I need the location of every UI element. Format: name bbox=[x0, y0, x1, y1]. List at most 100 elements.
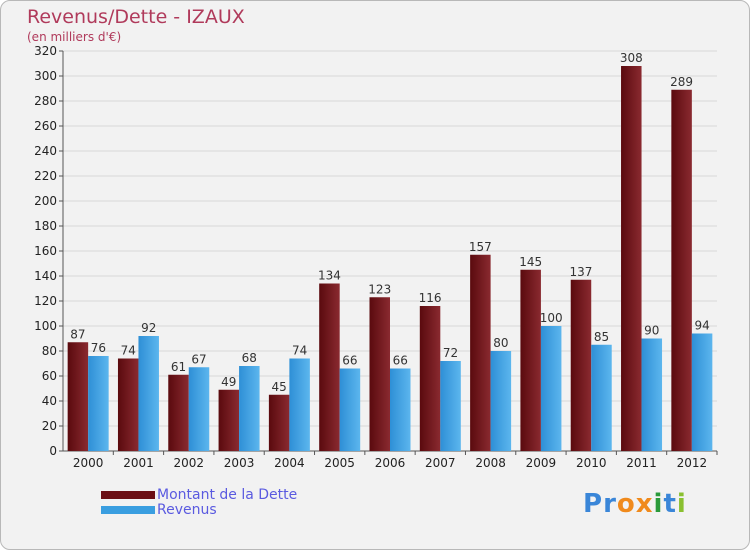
y-tick-label: 100 bbox=[34, 319, 57, 333]
bar-revenus-2005 bbox=[339, 368, 361, 451]
bar-dette-2000 bbox=[67, 342, 89, 451]
logo-letter: t bbox=[663, 489, 677, 519]
data-label-revenus-2006: 66 bbox=[393, 354, 408, 368]
y-tick-label: 300 bbox=[34, 69, 57, 83]
data-label-revenus-2004: 74 bbox=[292, 344, 307, 358]
bar-dette-2008 bbox=[470, 254, 491, 451]
bar-revenus-2006 bbox=[390, 368, 411, 451]
logo-letter: i bbox=[653, 489, 664, 519]
bar-dette-2003 bbox=[218, 389, 240, 451]
x-tick-label: 2008 bbox=[475, 456, 506, 470]
y-tick-label: 60 bbox=[42, 369, 57, 383]
data-label-dette-2004: 45 bbox=[271, 380, 286, 394]
data-label-revenus-2003: 68 bbox=[242, 351, 257, 365]
x-tick-label: 2007 bbox=[425, 456, 456, 470]
data-label-dette-2007: 116 bbox=[419, 291, 442, 305]
y-tick-label: 180 bbox=[34, 219, 57, 233]
x-tick-label: 2012 bbox=[677, 456, 708, 470]
data-label-dette-2011: 308 bbox=[620, 51, 643, 65]
legend-swatch-dette bbox=[101, 491, 155, 499]
bar-dette-2012 bbox=[671, 89, 692, 451]
bar-dette-2009 bbox=[520, 269, 541, 451]
logo-letter: r bbox=[603, 489, 617, 519]
data-label-dette-2008: 157 bbox=[469, 240, 492, 254]
data-label-dette-2000: 87 bbox=[70, 327, 85, 341]
bar-revenus-2007 bbox=[440, 361, 461, 451]
y-tick-label: 240 bbox=[34, 144, 57, 158]
bar-dette-2005 bbox=[319, 283, 340, 451]
data-label-dette-2009: 145 bbox=[519, 255, 542, 269]
legend-label-revenus: Revenus bbox=[157, 502, 217, 518]
data-label-revenus-2011: 90 bbox=[644, 324, 659, 338]
y-tick-label: 0 bbox=[49, 444, 57, 458]
bar-dette-2007 bbox=[419, 306, 441, 451]
data-label-revenus-2001: 92 bbox=[141, 321, 156, 335]
bar-revenus-2001 bbox=[138, 336, 159, 451]
y-tick-label: 140 bbox=[34, 269, 57, 283]
bar-revenus-2009 bbox=[540, 326, 562, 451]
x-tick-label: 2009 bbox=[526, 456, 557, 470]
bar-revenus-2011 bbox=[641, 338, 663, 451]
bar-dette-2001 bbox=[117, 358, 139, 451]
data-label-revenus-2002: 67 bbox=[191, 352, 206, 366]
y-tick-label: 160 bbox=[34, 244, 57, 258]
data-label-dette-2005: 134 bbox=[318, 269, 341, 283]
x-tick-label: 2005 bbox=[324, 456, 355, 470]
bar-dette-2004 bbox=[268, 394, 290, 451]
x-tick-label: 2001 bbox=[123, 456, 154, 470]
bar-revenus-2002 bbox=[188, 367, 210, 451]
x-tick-label: 2004 bbox=[274, 456, 305, 470]
legend-item-revenus: Revenus bbox=[101, 502, 217, 518]
data-label-revenus-2008: 80 bbox=[493, 336, 508, 350]
y-tick-label: 200 bbox=[34, 194, 57, 208]
bar-revenus-2010 bbox=[591, 344, 612, 451]
chart-subtitle: (en milliers d'€) bbox=[27, 30, 122, 44]
bar-revenus-2008 bbox=[490, 351, 512, 451]
data-label-revenus-2007: 72 bbox=[443, 346, 458, 360]
logo-letter: x bbox=[635, 489, 654, 519]
bar-revenus-2012 bbox=[691, 333, 713, 451]
bar-revenus-2000 bbox=[88, 356, 109, 451]
y-tick-label: 260 bbox=[34, 119, 57, 133]
data-label-dette-2012: 289 bbox=[670, 75, 693, 89]
data-label-dette-2006: 123 bbox=[368, 282, 391, 296]
y-tick-label: 320 bbox=[34, 44, 57, 58]
bar-revenus-2003 bbox=[239, 366, 260, 451]
bar-revenus-2004 bbox=[289, 358, 310, 451]
legend-swatch-revenus bbox=[101, 506, 155, 514]
proxiti-logo: Proxiti bbox=[583, 489, 687, 519]
bar-dette-2002 bbox=[168, 374, 189, 451]
x-tick-label: 2011 bbox=[626, 456, 657, 470]
y-tick-label: 120 bbox=[34, 294, 57, 308]
y-tick-label: 40 bbox=[42, 394, 57, 408]
data-label-revenus-2000: 76 bbox=[91, 341, 106, 355]
bar-dette-2010 bbox=[570, 279, 592, 451]
y-tick-label: 280 bbox=[34, 94, 57, 108]
x-tick-label: 2003 bbox=[224, 456, 255, 470]
x-tick-label: 2006 bbox=[375, 456, 406, 470]
bar-dette-2006 bbox=[369, 297, 390, 451]
legend-item-dette: Montant de la Dette bbox=[101, 487, 297, 503]
logo-letter: i bbox=[676, 489, 687, 519]
y-tick-label: 20 bbox=[42, 419, 57, 433]
data-label-revenus-2005: 66 bbox=[342, 354, 357, 368]
y-tick-label: 80 bbox=[42, 344, 57, 358]
logo-letter: P bbox=[583, 489, 604, 519]
y-tick-label: 220 bbox=[34, 169, 57, 183]
logo-letter: o bbox=[616, 489, 636, 519]
data-label-dette-2003: 49 bbox=[221, 375, 236, 389]
x-tick-label: 2010 bbox=[576, 456, 607, 470]
data-label-revenus-2012: 94 bbox=[694, 319, 709, 333]
data-label-dette-2001: 74 bbox=[121, 344, 136, 358]
bar-dette-2011 bbox=[621, 66, 642, 451]
x-tick-label: 2002 bbox=[173, 456, 204, 470]
x-tick-label: 2000 bbox=[73, 456, 104, 470]
chart-title: Revenus/Dette - IZAUX bbox=[27, 6, 245, 28]
data-label-dette-2010: 137 bbox=[570, 265, 593, 279]
legend-label-dette: Montant de la Dette bbox=[157, 487, 298, 503]
data-label-revenus-2010: 85 bbox=[594, 330, 609, 344]
data-label-dette-2002: 61 bbox=[171, 360, 186, 374]
data-label-revenus-2009: 100 bbox=[540, 311, 563, 325]
